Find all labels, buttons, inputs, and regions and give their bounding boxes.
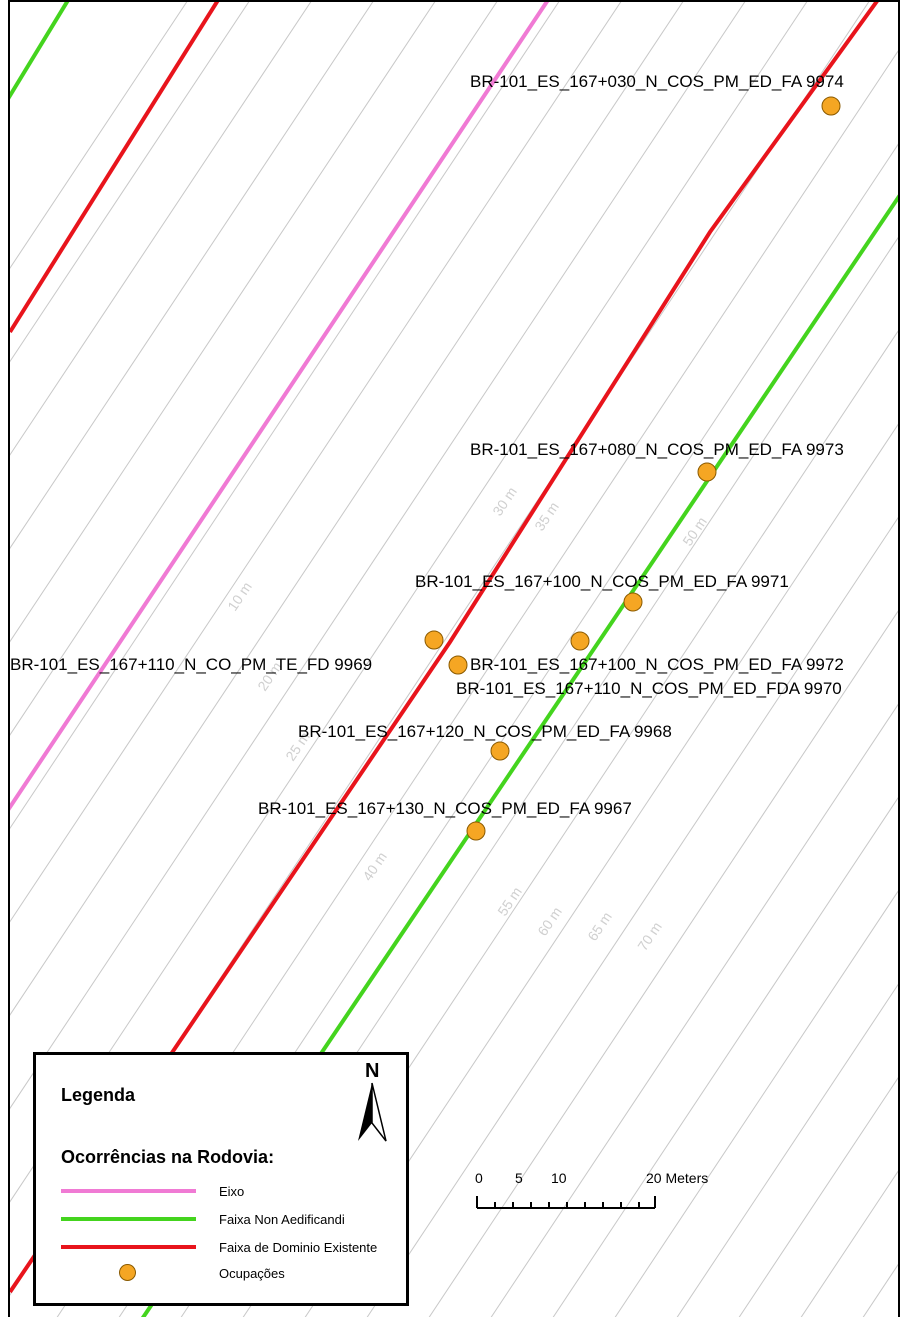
legend: Legenda Ocorrências na Rodovia: Eixo Fai… — [33, 1052, 409, 1306]
legend-item-label: Eixo — [219, 1183, 245, 1199]
eixo-swatch — [61, 1181, 196, 1201]
scale-bar: 0 5 10 20 Meters — [437, 1170, 737, 1230]
legend-item-eixo: Eixo — [61, 1181, 244, 1201]
faixa-non-aedificandi-line-left — [10, 2, 70, 100]
buffer-line — [10, 2, 250, 363]
legend-item-faixa-non-aedificandi: Faixa Non Aedificandi — [61, 1209, 345, 1229]
occurrence-label: BR-101_ES_167+120_N_COS_PM_ED_FA 9968 — [298, 722, 672, 741]
legend-title: Legenda — [61, 1085, 136, 1105]
scale-bar-ruler — [476, 1196, 656, 1209]
legend-subtitle: Ocorrências na Rodovia: — [61, 1147, 275, 1167]
occurrence-point[interactable] — [623, 592, 643, 612]
buffer-labels: 10 m20 m25 m30 m 35 m40 m50 m55 m60 m 65 m… — [224, 484, 710, 954]
buffer-line — [614, 890, 898, 1317]
buffer-line — [490, 703, 898, 1317]
buffer-distance-label: 70 m — [634, 919, 665, 954]
occurrence-point[interactable] — [424, 630, 444, 650]
buffer-distance-label: 40 m — [359, 849, 390, 884]
occurrence-label: BR-101_ES_167+110_N_CO_PM_TE_FD 9969 — [10, 655, 372, 674]
north-arrow-icon: N — [354, 1057, 398, 1147]
buffer-distance-label: 10 m — [224, 579, 255, 614]
buffer-distance-label: 50 m — [679, 514, 710, 549]
legend-item-label: Faixa Non Aedificandi — [219, 1211, 345, 1227]
faixa-dominio-line-left — [10, 2, 220, 334]
buffer-line — [10, 2, 746, 1110]
occurrence-point[interactable] — [697, 462, 717, 482]
occurrence-label: BR-101_ES_167+110_N_COS_PM_ED_FDA 9970 — [456, 679, 842, 698]
buffer-distance-label: 30 m — [489, 484, 520, 519]
occurrence-points — [424, 96, 841, 841]
buffer-line — [676, 983, 898, 1317]
occurrence-point[interactable] — [466, 821, 486, 841]
buffer-distance-label: 55 m — [494, 884, 525, 919]
buffer-line — [10, 2, 622, 923]
buffer-line — [10, 2, 312, 456]
buffer-line — [10, 2, 684, 1016]
buffer-line — [552, 797, 898, 1317]
north-label: N — [365, 1060, 379, 1082]
buffer-line — [738, 1077, 898, 1317]
buffer-line — [366, 517, 898, 1317]
buffer-line — [10, 2, 188, 269]
faixa-non-aedificandi-swatch — [61, 1209, 196, 1229]
buffer-line — [10, 2, 374, 549]
faixa-dominio-line-right — [10, 2, 879, 1294]
occurrence-point[interactable] — [448, 655, 468, 675]
occurrence-labels: BR-101_ES_167+030_N_COS_PM_ED_FA 9974 BR-… — [10, 72, 844, 818]
buffer-line — [10, 2, 436, 643]
scale-tick-label: 0 — [475, 1170, 483, 1186]
scale-tick-label: 5 — [515, 1170, 523, 1186]
faixa-dominio-swatch — [61, 1237, 196, 1257]
occurrence-point[interactable] — [821, 96, 841, 116]
occurrence-label: BR-101_ES_167+130_N_COS_PM_ED_FA 9967 — [258, 799, 632, 818]
buffer-line — [428, 610, 898, 1317]
buffer-distance-label: 65 m — [584, 909, 615, 944]
occurrence-label: BR-101_ES_167+100_N_COS_PM_ED_FA 9972 — [470, 655, 844, 674]
occurrence-point[interactable] — [490, 741, 510, 761]
buffer-line — [304, 423, 898, 1317]
occurrence-point[interactable] — [570, 631, 590, 651]
occurrence-label: BR-101_ES_167+030_N_COS_PM_ED_FA 9974 — [470, 72, 844, 91]
occurrence-label: BR-101_ES_167+100_N_COS_PM_ED_FA 9971 — [415, 572, 789, 591]
scale-tick-label: 10 — [551, 1170, 567, 1186]
buffer-line — [10, 2, 498, 736]
legend-item-label: Ocupações — [219, 1265, 285, 1281]
legend-item-ocupacoes: Ocupações — [61, 1263, 285, 1283]
legend-item-label: Faixa de Dominio Existente — [219, 1239, 378, 1255]
legend-item-faixa-dominio: Faixa de Dominio Existente — [61, 1237, 377, 1257]
eixo-line — [10, 2, 550, 811]
ocupacoes-swatch — [61, 1263, 196, 1283]
occurrence-label: BR-101_ES_167+080_N_COS_PM_ED_FA 9973 — [470, 440, 844, 459]
buffer-line — [10, 2, 560, 830]
scale-tick-label: 20 Meters — [646, 1170, 709, 1186]
